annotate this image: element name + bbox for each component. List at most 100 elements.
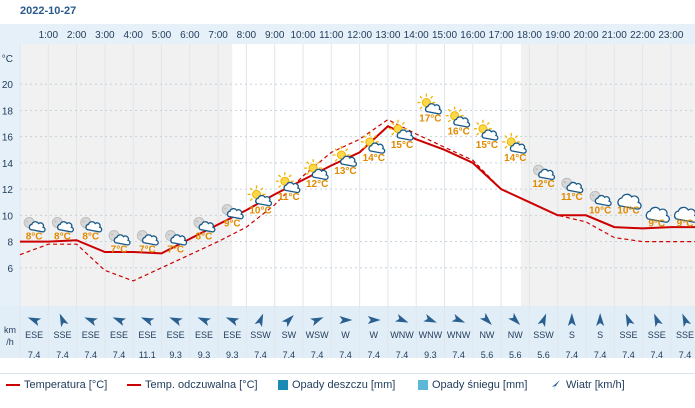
y-axis-column xyxy=(0,24,20,358)
hour-label: 14:00 xyxy=(404,30,429,41)
wind-direction-label: S xyxy=(597,330,603,340)
wind-arrow-icon xyxy=(281,315,294,328)
wind-arrow-icon xyxy=(225,317,240,326)
legend-wind: Wiatr [km/h] xyxy=(550,379,625,391)
wind-direction-label: WNW xyxy=(419,330,443,340)
wind-arrow-icon xyxy=(451,314,466,323)
night-shade-morning xyxy=(20,44,233,306)
wind-arrow-icon xyxy=(339,316,353,324)
temp-data-label: 14°C xyxy=(504,153,526,164)
temp-data-label: 10°C xyxy=(589,205,611,216)
y-tick-label: 8 xyxy=(7,238,13,249)
hour-label: 20:00 xyxy=(573,30,598,41)
cloud-icon xyxy=(645,206,670,223)
hour-label: 5:00 xyxy=(152,30,172,41)
hour-label: 10:00 xyxy=(290,30,315,41)
hour-label: 2:00 xyxy=(67,30,87,41)
hour-label: 3:00 xyxy=(95,30,115,41)
sun-cloud-icon xyxy=(247,185,273,207)
wind-speed-label: 9.3 xyxy=(226,350,239,360)
wind-arrow-icon xyxy=(567,313,576,326)
hour-header-bar xyxy=(0,24,695,44)
wind-direction-label: S xyxy=(569,330,575,340)
hour-label: 12:00 xyxy=(347,30,372,41)
wind-speed-label: 7.4 xyxy=(396,350,409,360)
night-partly-cloudy-icon xyxy=(193,217,216,233)
legend-snow: Opady śniegu [mm] xyxy=(418,379,527,391)
wind-arrow-icon xyxy=(310,317,324,327)
wind-direction-label: SSE xyxy=(53,330,71,340)
wind-speed-label: 9.3 xyxy=(169,350,182,360)
feels-like-swatch xyxy=(127,384,141,386)
wind-direction-label: ESE xyxy=(167,330,185,340)
temp-data-label: 9°C xyxy=(224,218,241,229)
wind-direction-label: ESE xyxy=(25,330,43,340)
wind-speed-label: 11.1 xyxy=(139,350,156,360)
sun-cloud-icon xyxy=(304,159,329,181)
wind-direction-label: NW xyxy=(479,330,494,340)
temperature-line xyxy=(20,125,695,255)
snow-swatch xyxy=(418,380,428,390)
temp-data-label: 16°C xyxy=(447,127,469,138)
hour-label: 9:00 xyxy=(265,30,285,41)
wind-speed-label: 7.4 xyxy=(84,350,97,360)
temp-data-label: 10°C xyxy=(617,205,639,216)
legend: Temperatura [°C] Temp. odczuwalna [°C] O… xyxy=(0,373,695,396)
night-partly-cloudy-icon xyxy=(589,190,612,207)
wind-arrow-icon xyxy=(537,313,547,328)
hour-label: 8:00 xyxy=(237,30,257,41)
wind-direction-label: W xyxy=(370,330,379,340)
wind-direction-label: ESE xyxy=(110,330,128,340)
wind-speed-label: 5.6 xyxy=(481,350,494,360)
legend-feels-like: Temp. odczuwalna [°C] xyxy=(127,379,258,391)
temp-data-label: 13°C xyxy=(334,166,356,177)
legend-wind-label: Wiatr [km/h] xyxy=(566,379,625,391)
sun-cloud-icon xyxy=(445,106,471,128)
wind-arrow-icon xyxy=(27,317,42,326)
wind-speed-label: 7.4 xyxy=(367,350,380,360)
rain-swatch xyxy=(278,380,288,390)
hour-label: 6:00 xyxy=(180,30,200,41)
temp-data-label: 17°C xyxy=(419,114,441,125)
temp-data-label: 10°C xyxy=(249,205,271,216)
wind-arrow-icon xyxy=(479,312,492,325)
wind-direction-label: WNW xyxy=(447,330,471,340)
y-tick-label: 10 xyxy=(2,211,14,222)
wind-direction-label: ESE xyxy=(195,330,213,340)
night-partly-cloudy-icon xyxy=(561,177,584,194)
sun-cloud-icon xyxy=(473,119,499,141)
hour-label: 22:00 xyxy=(630,30,655,41)
wind-speed-label: 7.4 xyxy=(566,350,579,360)
temp-data-label: 8°C xyxy=(196,232,213,243)
hour-label: 23:00 xyxy=(658,30,683,41)
wind-speed-label: 7.4 xyxy=(254,350,267,360)
wind-band xyxy=(0,306,695,358)
wind-direction-label: SSW xyxy=(250,330,271,340)
wind-speed-label: 7.4 xyxy=(452,350,465,360)
wind-arrow-icon xyxy=(682,313,692,328)
wind-speed-label: 7.4 xyxy=(650,350,663,360)
night-partly-cloudy-icon xyxy=(80,217,103,233)
temp-data-label: 8°C xyxy=(82,232,99,243)
hour-label: 7:00 xyxy=(208,30,228,41)
wind-arrow-icon xyxy=(112,317,127,326)
wind-direction-label: ESE xyxy=(138,330,156,340)
wind-speed-label: 7.4 xyxy=(594,350,607,360)
wind-speed-label: 7.4 xyxy=(622,350,635,360)
wind-direction-label: ESE xyxy=(82,330,100,340)
wind-arrow-icon xyxy=(140,317,155,326)
hour-label: 4:00 xyxy=(123,30,143,41)
wind-arrow-icon xyxy=(59,313,69,328)
sun-cloud-icon xyxy=(389,119,414,141)
wind-speed-label: 7.4 xyxy=(56,350,69,360)
temperature-swatch xyxy=(6,384,20,386)
hour-label: 15:00 xyxy=(432,30,457,41)
wind-arrow-icon xyxy=(84,317,98,326)
temp-data-label: 14°C xyxy=(363,153,385,164)
y-tick-label: 20 xyxy=(2,80,14,91)
wind-unit-h: /h xyxy=(6,337,14,347)
wind-arrow-icon xyxy=(625,313,635,328)
temp-data-label: 11°C xyxy=(278,192,300,203)
wind-speed-label: 7.4 xyxy=(311,350,324,360)
y-tick-label: 14 xyxy=(2,159,14,170)
